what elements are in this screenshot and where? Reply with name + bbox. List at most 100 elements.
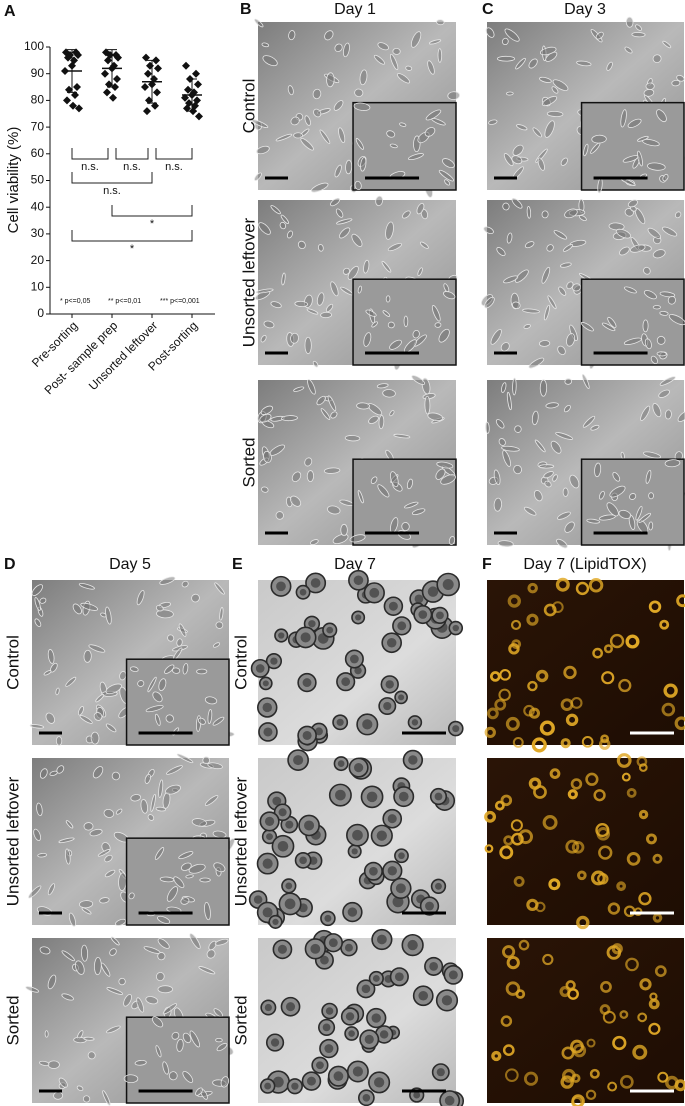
micrograph-background <box>487 938 684 1103</box>
cell-core <box>272 796 282 806</box>
cell <box>307 379 316 395</box>
cell <box>61 993 74 1001</box>
cell <box>47 1060 60 1069</box>
cell <box>652 403 662 418</box>
cell <box>411 375 425 385</box>
cell <box>260 405 274 415</box>
cell <box>123 994 132 1007</box>
micrograph <box>484 577 685 753</box>
cell <box>572 1043 587 1058</box>
cell-core <box>285 1002 296 1012</box>
cell-core <box>324 1044 334 1054</box>
cell-core <box>387 866 397 876</box>
data-point <box>192 69 200 78</box>
cell <box>659 376 676 386</box>
cell <box>300 137 314 151</box>
cell <box>499 669 512 681</box>
cell <box>385 295 391 303</box>
cell <box>532 127 542 138</box>
significance-bracket <box>71 172 153 184</box>
cell <box>47 883 56 896</box>
cell <box>555 432 574 440</box>
cell <box>674 716 685 731</box>
row-label: Control <box>231 635 250 690</box>
cell <box>590 424 600 431</box>
cell <box>155 971 165 982</box>
cell <box>65 848 71 865</box>
cell <box>595 31 604 40</box>
cell <box>290 116 300 126</box>
cell <box>172 667 181 674</box>
cell <box>93 956 102 976</box>
cell <box>180 897 190 905</box>
row-label: Unsorted leftover <box>239 217 258 347</box>
cell-core <box>344 943 353 952</box>
cell <box>381 260 392 273</box>
panel-letter: A <box>4 3 16 20</box>
cell <box>287 85 294 96</box>
cell <box>304 115 311 126</box>
cell <box>504 28 520 42</box>
cell <box>564 521 575 533</box>
cell-core <box>262 907 273 918</box>
cell <box>607 902 621 915</box>
cell <box>419 241 429 249</box>
cell <box>207 709 213 725</box>
cell <box>339 227 351 239</box>
cell-core <box>394 972 404 982</box>
cell <box>382 389 396 398</box>
data-point <box>143 107 151 116</box>
micrograph <box>255 195 458 371</box>
data-point <box>73 83 81 92</box>
cell <box>304 336 312 355</box>
cell <box>336 218 353 225</box>
cell <box>176 638 183 647</box>
cell <box>606 502 619 517</box>
cell <box>524 506 537 516</box>
cell <box>619 246 630 256</box>
cell <box>560 698 574 711</box>
cell <box>625 16 634 28</box>
cell-core <box>354 666 362 675</box>
cell-core <box>324 914 332 922</box>
cell <box>506 232 513 244</box>
cell <box>357 490 364 504</box>
row-label: Unsorted leftover <box>3 776 22 906</box>
cell <box>512 736 524 748</box>
cell <box>556 538 568 549</box>
cell <box>652 305 661 310</box>
cell <box>340 523 348 537</box>
cell <box>627 199 638 208</box>
cell <box>507 594 521 608</box>
cell <box>431 118 446 126</box>
cell <box>505 716 520 731</box>
cell <box>258 222 271 235</box>
cell <box>97 849 111 857</box>
cell <box>76 1085 84 1092</box>
cell <box>83 649 92 663</box>
cell <box>490 328 502 345</box>
cell <box>555 577 570 592</box>
cell <box>564 378 572 385</box>
cell-core <box>414 594 424 604</box>
cell <box>500 1015 513 1027</box>
cell-core <box>352 829 363 841</box>
cell <box>518 939 530 951</box>
cell <box>79 715 93 724</box>
cell <box>636 756 648 767</box>
cell <box>662 173 669 182</box>
cell-core <box>278 808 287 817</box>
cell-core <box>348 1030 355 1037</box>
cell <box>484 296 495 309</box>
cell <box>412 329 420 339</box>
cell <box>371 321 378 328</box>
cell <box>585 772 599 786</box>
cell <box>485 421 490 434</box>
cell-core <box>452 624 460 632</box>
y-tick-label: 90 <box>31 66 45 80</box>
cell <box>601 671 615 685</box>
cell-core <box>362 719 373 730</box>
micrograph <box>485 16 685 194</box>
cell <box>365 309 377 317</box>
cell <box>263 450 272 463</box>
